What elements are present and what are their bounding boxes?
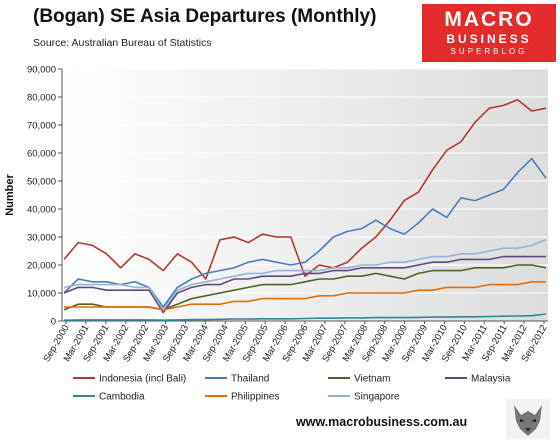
wolf-logo-icon: [506, 399, 550, 439]
legend-label: Vietnam: [354, 374, 391, 385]
legend-label: Indonesia (incl Bali): [99, 374, 186, 385]
y-tick-label: 60,000: [27, 149, 56, 160]
y-tick-label: 20,000: [27, 261, 56, 272]
y-tick-label: 50,000: [27, 177, 56, 188]
y-tick-label: 90,000: [27, 65, 56, 76]
logo-line-2: BUSINESS: [446, 32, 532, 46]
series-line-3: [63, 255, 546, 314]
y-tick-label: 70,000: [27, 121, 56, 132]
logo-line-3: SUPERBLOG: [450, 47, 528, 56]
y-tick-label: 30,000: [27, 233, 56, 244]
chart-subtitle: Source: Australian Bureau of Statistics: [33, 37, 212, 49]
legend-label: Singapore: [354, 392, 400, 403]
legend-label: Malaysia: [471, 374, 511, 385]
series-line-6: [63, 239, 547, 311]
macrobusiness-logo: MACRO BUSINESS SUPERBLOG: [422, 4, 556, 62]
y-tick-label: 40,000: [27, 205, 56, 216]
legend-label: Thailand: [231, 374, 269, 385]
legend-label: Cambodia: [99, 392, 145, 403]
legend-label: Philippines: [231, 392, 279, 403]
series-line-0: [63, 99, 547, 280]
website-url: www.macrobusiness.com.au: [296, 415, 468, 429]
y-tick-label: 10,000: [27, 289, 56, 300]
y-tick-label: 80,000: [27, 93, 56, 104]
chart-title: (Bogan) SE Asia Departures (Monthly): [33, 6, 377, 27]
y-axis-label: Number: [4, 174, 16, 216]
logo-line-1: MACRO: [444, 8, 534, 31]
series-line-5: [64, 280, 546, 311]
series-line-1: [63, 157, 547, 308]
plot-area: [62, 69, 548, 321]
y-tick-label: 0: [51, 317, 56, 328]
series-line-4: [63, 313, 547, 322]
